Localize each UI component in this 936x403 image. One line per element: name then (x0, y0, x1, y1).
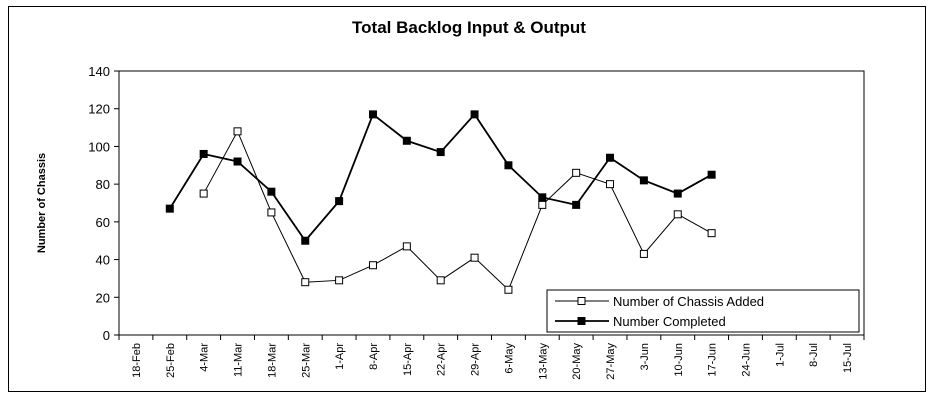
data-point (639, 249, 648, 258)
data-point (504, 285, 513, 294)
x-tick-label: 18-Feb (131, 343, 143, 378)
data-point (673, 210, 682, 219)
data-point (470, 253, 479, 262)
x-tick-label: 10-Jun (673, 343, 685, 377)
line-chart: Total Backlog Input & Output Number of C… (36, 18, 865, 380)
x-tick-label: 17-Jun (707, 343, 719, 377)
x-tick-label: 25-Feb (165, 343, 177, 378)
y-axis-label: Number of Chassis (36, 153, 48, 253)
y-tick-label: 140 (88, 64, 110, 79)
x-tick-label: 29-Apr (470, 343, 482, 376)
data-point (301, 278, 310, 287)
data-point (233, 127, 242, 136)
x-tick-label: 1-Apr (334, 343, 346, 370)
data-point (639, 176, 648, 185)
data-point (436, 148, 445, 157)
series-line (169, 112, 713, 243)
y-tick-label: 40 (96, 253, 110, 268)
y-tick-label: 60 (96, 215, 110, 230)
legend-box (546, 289, 860, 333)
x-tick-label: 25-Mar (300, 343, 312, 378)
data-point (301, 236, 310, 245)
data-point (335, 276, 344, 285)
data-point (368, 110, 377, 119)
x-tick-label: 18-Mar (266, 343, 278, 378)
y-tick-label: 100 (88, 139, 110, 154)
y-tick-label: 120 (88, 102, 110, 117)
x-tick-label: 13-May (537, 343, 549, 380)
data-point (199, 189, 208, 198)
x-tick-label: 15-Jul (842, 343, 854, 373)
x-tick-label: 11-Mar (233, 343, 245, 377)
data-point (436, 276, 445, 285)
legend-label: Number of Chassis Added (613, 294, 764, 309)
legend: Number of Chassis Added Number Completed (546, 289, 860, 333)
data-point (504, 161, 513, 170)
x-tick-label: 24-Jun (740, 343, 752, 377)
x-tick-label: 3-Jun (639, 343, 651, 371)
data-point (267, 208, 276, 217)
legend-marker (577, 317, 586, 325)
data-point (199, 149, 208, 158)
data-point (707, 229, 716, 238)
data-point (368, 261, 377, 270)
y-tick-label: 0 (103, 328, 110, 343)
data-point (606, 180, 615, 189)
data-point (233, 157, 242, 166)
x-tick-label: 22-Apr (436, 343, 448, 376)
data-point (267, 187, 276, 196)
data-point (673, 189, 682, 198)
data-point (538, 193, 547, 202)
chart-frame: Total Backlog Input & Output Number of C… (8, 6, 926, 392)
legend-label: Number Completed (613, 314, 726, 329)
data-point (402, 136, 411, 145)
series-line (203, 130, 712, 291)
x-tick-label: 20-May (571, 343, 583, 380)
plot-area: 0 20 40 60 80 100 120 140 18-Feb 25-Feb 4-Mar 11-Ma… (88, 64, 865, 380)
data-point (572, 168, 581, 177)
data-point (335, 197, 344, 206)
data-point (165, 204, 174, 213)
data-point (470, 110, 479, 119)
x-tick-label: 8-Apr (368, 343, 380, 370)
x-tick-label: 4-Mar (199, 343, 211, 372)
legend-marker (577, 297, 586, 305)
x-tick-label: 8-Jul (808, 343, 820, 367)
x-tick-label: 15-Apr (402, 343, 414, 376)
x-tick-label: 1-Jul (774, 343, 786, 367)
data-point (572, 200, 581, 209)
data-point (606, 153, 615, 162)
y-tick-label: 20 (96, 290, 110, 305)
data-point (402, 242, 411, 251)
data-point (538, 200, 547, 209)
data-point (707, 170, 716, 179)
x-tick-label: 6-May (503, 343, 515, 374)
chart-title: Total Backlog Input & Output (352, 18, 586, 37)
y-tick-label: 80 (96, 177, 110, 192)
x-tick-label: 27-May (605, 343, 617, 380)
